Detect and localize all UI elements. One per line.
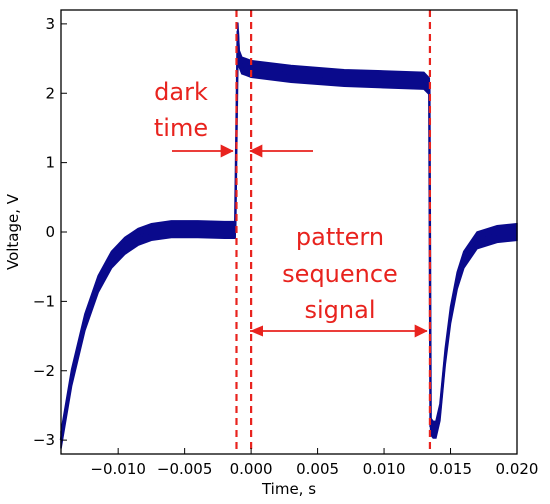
series-band-0 — [60, 22, 518, 449]
y-tick-label-0: −3 — [33, 431, 55, 449]
y-tick-label-6: 3 — [45, 15, 55, 33]
marker-lines-layer — [235, 10, 432, 454]
x-axis-ticks: −0.010 −0.005 0.000 0.005 0.010 0.015 0.020 — [90, 448, 538, 478]
data-series-layer — [59, 22, 518, 449]
x-tick-label-6: 0.020 — [496, 460, 539, 478]
x-tick-label-4: 0.010 — [363, 460, 406, 478]
x-tick-label-3: 0.005 — [296, 460, 339, 478]
y-tick-label-2: −1 — [33, 292, 55, 310]
annotation-dark-time-line1: dark — [154, 78, 208, 106]
y-tick-label-4: 1 — [45, 154, 55, 172]
x-axis-label: Time, s — [261, 480, 316, 498]
annotation-pattern-line2: sequence — [282, 260, 398, 288]
y-axis-ticks: −3 −2 −1 0 1 2 3 — [33, 15, 67, 449]
annotation-pattern-sequence-signal: pattern sequence signal — [250, 223, 428, 338]
x-tick-label-0: −0.010 — [90, 460, 146, 478]
x-tick-label-2: 0.000 — [230, 460, 273, 478]
x-tick-label-5: 0.015 — [429, 460, 472, 478]
y-tick-label-5: 2 — [45, 84, 55, 102]
y-axis-label: Voltage, V — [4, 193, 22, 270]
y-tick-label-1: −2 — [33, 362, 55, 380]
y-tick-label-3: 0 — [45, 223, 55, 241]
annotation-dark-time-line2: time — [154, 114, 208, 142]
annotation-dark-time: dark time — [154, 78, 313, 158]
series-line-0 — [59, 30, 518, 441]
annotation-pattern-line3: signal — [305, 296, 376, 324]
pattern-signal-arrowhead-left — [250, 325, 263, 337]
annotation-pattern-line1: pattern — [296, 223, 384, 251]
x-tick-label-1: −0.005 — [157, 460, 213, 478]
